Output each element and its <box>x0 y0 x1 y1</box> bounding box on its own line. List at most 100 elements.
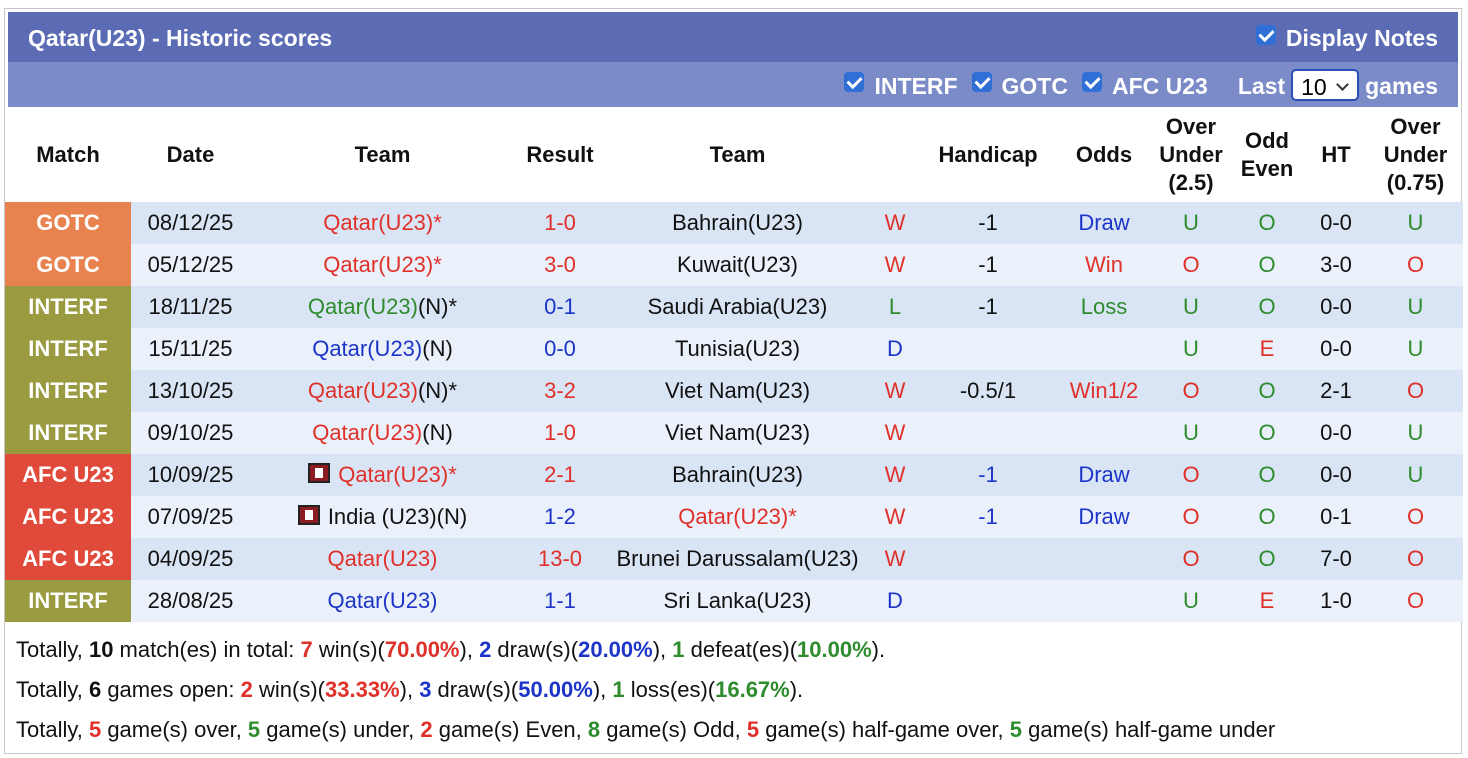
page: Qatar(U23) - Historic scores Display Not… <box>4 8 1463 754</box>
ht-text: 2-1 <box>1320 378 1352 403</box>
home-suffix: (N) <box>422 336 453 361</box>
summary-line: Totally, 6 games open: 2 win(s)(33.33%),… <box>16 677 1275 717</box>
outcome-cell: W <box>870 496 920 538</box>
result-text: 1-2 <box>544 504 576 529</box>
score-row: AFC U23 07/09/25 India (U23)(N) 1-2 Qatar(U2… <box>5 496 1463 538</box>
result-text: 0-0 <box>544 336 576 361</box>
ou075-cell: O <box>1368 244 1463 286</box>
column-header: Team <box>709 141 766 167</box>
date-text: 18/11/25 <box>148 294 233 319</box>
score-row: INTERF 18/11/25 Qatar(U23)(N)* 0-1 Saudi Ara… <box>5 286 1463 328</box>
ou075-cell: U <box>1368 454 1463 496</box>
home-suffix: (N) <box>422 420 453 445</box>
ht-text: 7-0 <box>1320 546 1352 571</box>
ht-text: 1-0 <box>1320 588 1352 613</box>
handicap-cell: -1 <box>920 496 1056 538</box>
home-suffix: (N)* <box>417 294 458 319</box>
ou075-text: U <box>1407 294 1424 319</box>
oe-text: E <box>1259 588 1275 613</box>
summary-segment: 50.00% <box>518 677 593 702</box>
odds-text: Win1/2 <box>1069 378 1139 403</box>
summary-segment: 70.00% <box>384 637 460 662</box>
handicap-cell: -1 <box>920 202 1056 244</box>
home-suffix: (N)* <box>417 378 458 403</box>
filter-label: AFC U23 <box>1111 73 1208 100</box>
odds-cell <box>1056 412 1152 454</box>
ht-cell: 3-0 <box>1304 244 1368 286</box>
ou-cell: U <box>1152 328 1230 370</box>
away-text: Bahrain(U23) <box>672 210 803 235</box>
header-row: Match Date Team Result Team Handicap Odds Over … <box>5 107 1463 202</box>
away-text: Tunisia(U23) <box>674 336 801 361</box>
away-text: Qatar(U23)* <box>678 504 797 529</box>
checkbox[interactable] <box>1081 72 1102 92</box>
away-text: Sri Lanka(U23) <box>663 588 812 613</box>
ou075-text: U <box>1407 462 1424 487</box>
checkbox[interactable] <box>844 72 865 92</box>
date-text: 09/10/25 <box>147 420 234 445</box>
away-cell: Viet Nam(U23) <box>605 412 870 454</box>
ou-text: O <box>1182 252 1200 277</box>
odds-cell: Draw <box>1056 454 1152 496</box>
odds-text: Draw <box>1078 210 1130 235</box>
checkbox[interactable] <box>971 72 992 92</box>
ou075-cell: O <box>1368 496 1463 538</box>
handicap-cell: -1 <box>920 244 1056 286</box>
handicap-text: -1 <box>978 294 998 319</box>
oe-text: O <box>1258 546 1276 571</box>
ht-cell: 0-0 <box>1304 286 1368 328</box>
ou075-text: U <box>1407 420 1424 445</box>
display-notes[interactable]: Display Notes <box>1248 25 1438 52</box>
result-cell: 0-1 <box>515 286 605 328</box>
filter-toggle[interactable]: GOTC <box>964 72 1074 100</box>
filter-label: GOTC <box>1001 73 1068 100</box>
result-cell: 2-1 <box>515 454 605 496</box>
oe-text: O <box>1258 378 1276 403</box>
score-row: AFC U23 10/09/25 Qatar(U23)* 2-1 Bahrain(U23… <box>5 454 1463 496</box>
title-bar: Qatar(U23) - Historic scores Display Not… <box>8 12 1458 62</box>
summary-segment: ), <box>592 677 613 702</box>
result-cell: 1-0 <box>515 412 605 454</box>
ou075-cell: O <box>1368 580 1463 622</box>
away-cell: Bahrain(U23) <box>605 202 870 244</box>
home-text: Qatar(U23) <box>307 294 418 319</box>
ht-cell: 0-0 <box>1304 202 1368 244</box>
oe-text: O <box>1258 504 1276 529</box>
away-cell: Qatar(U23)* <box>605 496 870 538</box>
summary-segment: ), <box>652 637 673 662</box>
date-text: 28/08/25 <box>147 588 234 613</box>
summary-segment: 5 <box>746 717 760 742</box>
home-cell: Qatar(U23)(N) <box>250 412 515 454</box>
summary-segment: 2 <box>479 637 492 662</box>
result-cell: 1-2 <box>515 496 605 538</box>
ou075-text: U <box>1407 336 1424 361</box>
result-text: 3-2 <box>544 378 576 403</box>
away-text: Bahrain(U23) <box>672 462 803 487</box>
games-select-value: 10 <box>1301 74 1327 100</box>
oe-cell: O <box>1230 496 1304 538</box>
summary-segment: 3 <box>419 677 432 702</box>
ou-cell: O <box>1152 538 1230 580</box>
date-cell: 07/09/25 <box>131 496 250 538</box>
games-select[interactable]: 10 <box>1291 69 1360 101</box>
filter-toggle[interactable]: INTERF <box>836 72 963 100</box>
ht-cell: 2-1 <box>1304 370 1368 412</box>
summary-segment: 5 <box>88 717 102 742</box>
odds-cell <box>1056 328 1152 370</box>
summary-segment: 20.00% <box>578 637 653 662</box>
filter-toggle[interactable]: AFC U23 <box>1074 72 1214 100</box>
summary-segment: 10.00% <box>797 637 872 662</box>
result-cell: 13-0 <box>515 538 605 580</box>
outcome-text: W <box>884 546 906 571</box>
column-header: Odd Even <box>1240 127 1294 181</box>
handicap-cell <box>920 412 1056 454</box>
oe-text: O <box>1258 294 1276 319</box>
oe-cell: O <box>1230 286 1304 328</box>
summary-segment: 2 <box>420 717 433 742</box>
oe-cell: O <box>1230 244 1304 286</box>
filter-label: INTERF <box>874 73 958 100</box>
ou-text: U <box>1183 294 1199 319</box>
summary-segment: draw(s)( <box>491 637 579 662</box>
summary-segment: draw(s)( <box>431 677 519 702</box>
odds-cell: Draw <box>1056 496 1152 538</box>
